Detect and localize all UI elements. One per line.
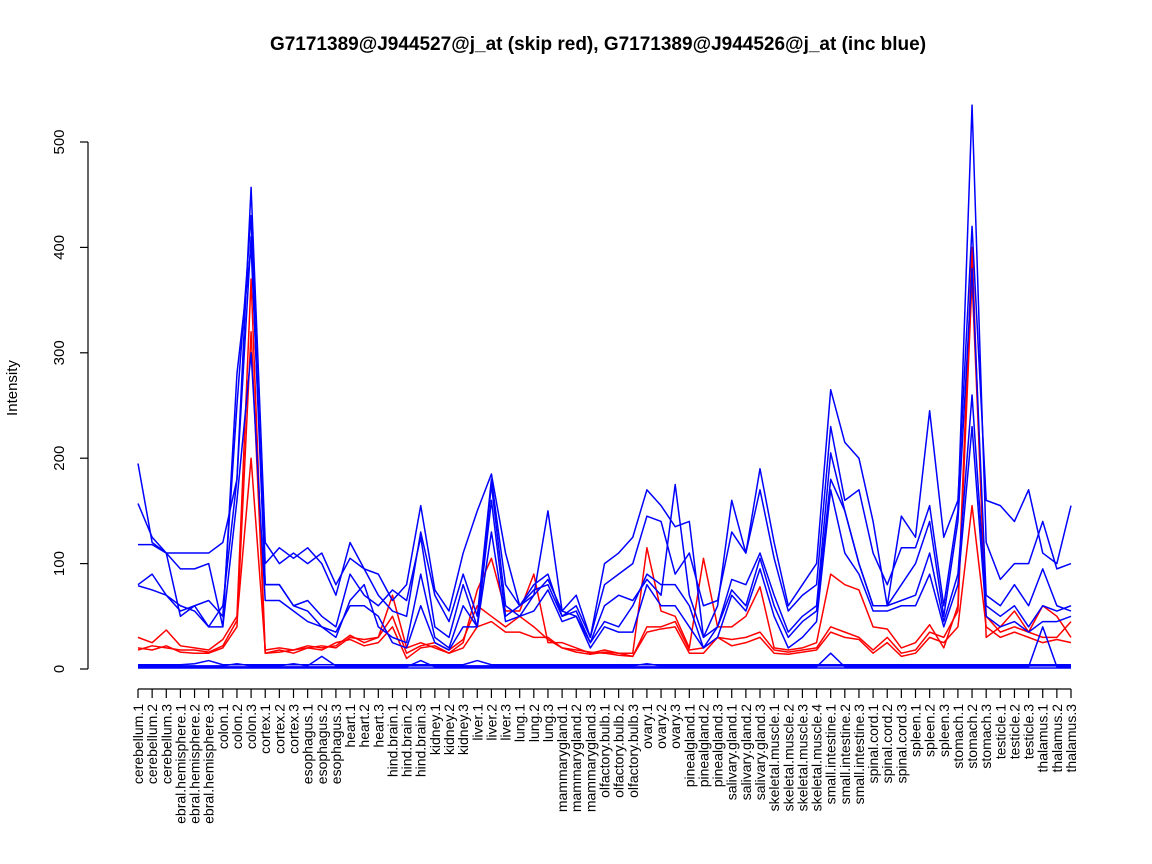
x-tick-label: cortex.1 [257, 704, 273, 754]
x-tick-label: kidney.2 [441, 704, 457, 755]
series-line-1 [137, 246, 1072, 654]
x-tick-label: mammarygland.3 [582, 704, 598, 812]
x-tick-label: ebral.hemisphere.2 [187, 704, 203, 824]
x-tick-label: olfactory.bulb.3 [625, 704, 641, 798]
x-tick-label: ebral.hemisphere.3 [201, 704, 217, 824]
x-tick-label: spleen.3 [936, 704, 952, 757]
x-tick-label: liver.1 [469, 704, 485, 741]
x-axis: cerebellum.1cerebellum.2cerebellum.3ebra… [130, 688, 1079, 824]
y-tick-label: 400 [51, 235, 68, 260]
x-tick-label: colon.2 [229, 704, 245, 749]
series-line-5 [137, 104, 1072, 639]
x-tick-label: thalamus.3 [1063, 704, 1079, 773]
x-tick-label: kidney.3 [455, 704, 471, 755]
x-tick-label: heart.3 [370, 704, 386, 748]
x-tick-label: ovary.3 [667, 704, 683, 749]
x-tick-label: stomach.2 [964, 704, 980, 769]
x-tick-label: esophagus.1 [300, 704, 316, 784]
x-tick-label: liver.3 [498, 704, 514, 741]
y-tick-label: 100 [51, 551, 68, 576]
series-line-4 [137, 186, 1072, 639]
x-tick-label: spinal.cord.3 [893, 704, 909, 784]
x-tick-label: ovary.2 [653, 704, 669, 749]
x-tick-label: hind.brain.3 [413, 704, 429, 777]
x-tick-label: spinal.cord.1 [865, 704, 881, 784]
x-tick-label: testicle.1 [992, 704, 1008, 759]
series-line-11 [138, 659, 1071, 666]
x-tick-label: skeletal.muscle.4 [809, 704, 825, 812]
x-tick-label: salivary.gland.2 [738, 704, 754, 800]
x-tick-label: heart.1 [342, 704, 358, 748]
y-tick-label: 300 [51, 340, 68, 365]
x-tick-label: colon.1 [215, 704, 231, 749]
x-tick-label: spleen.2 [922, 704, 938, 757]
plot-area [137, 104, 1072, 669]
x-tick-label: lung.1 [512, 704, 528, 742]
x-tick-label: cortex.2 [271, 704, 287, 754]
chart-title: G7171389@J944527@j_at (skip red), G71713… [270, 34, 926, 55]
x-tick-label: esophagus.3 [328, 704, 344, 784]
x-tick-label: cortex.3 [286, 704, 302, 754]
y-tick-label: 500 [51, 129, 68, 154]
x-tick-label: testicle.3 [1021, 704, 1037, 759]
series-line-9 [138, 655, 1071, 667]
x-tick-label: lung.2 [526, 704, 542, 742]
x-tick-label: stomach.3 [978, 704, 994, 769]
x-tick-label: stomach.1 [950, 704, 966, 769]
x-tick-label: olfactory.bulb.2 [611, 704, 627, 798]
x-tick-label: mammarygland.1 [554, 704, 570, 812]
x-tick-label: skeletal.muscle.2 [780, 704, 796, 812]
x-tick-label: hind.brain.1 [384, 704, 400, 777]
series-line-7 [138, 236, 1072, 649]
x-tick-label: pinealgland.2 [695, 704, 711, 788]
y-tick-label: 200 [51, 446, 68, 471]
x-tick-label: pinealgland.1 [681, 704, 697, 788]
x-tick-label: thalamus.1 [1035, 704, 1051, 773]
x-tick-label: liver.2 [483, 704, 499, 741]
x-tick-label: esophagus.2 [314, 704, 330, 784]
x-tick-label: cerebellum.3 [158, 704, 174, 784]
x-tick-label: mammarygland.2 [568, 704, 584, 812]
y-axis: 0 100 200 300 400 500 [51, 129, 89, 673]
series-line-3 [137, 330, 1072, 660]
y-axis-label: Intensity [4, 360, 21, 416]
x-tick-label: small.intestine.3 [851, 704, 867, 805]
x-tick-label: cerebellum.2 [144, 704, 160, 784]
x-tick-label: hind.brain.2 [399, 704, 415, 777]
x-tick-label: heart.2 [356, 704, 372, 748]
x-tick-label: salivary.gland.1 [724, 704, 740, 800]
x-tick-label: small.intestine.2 [837, 704, 853, 805]
y-tick-label: 0 [51, 665, 68, 673]
series-line-10 [138, 626, 1071, 668]
x-tick-label: spleen.1 [908, 704, 924, 757]
x-tick-label: small.intestine.1 [823, 704, 839, 805]
series-line-8 [137, 352, 1072, 651]
x-tick-label: testicle.2 [1006, 704, 1022, 759]
x-tick-label: lung.3 [540, 704, 556, 742]
x-tick-label: pinealgland.3 [710, 704, 726, 788]
x-tick-label: spinal.cord.2 [879, 704, 895, 784]
x-tick-label: olfactory.bulb.1 [597, 704, 613, 798]
x-tick-label: salivary.gland.3 [752, 704, 768, 800]
x-tick-label: ebral.hemisphere.1 [172, 704, 188, 824]
x-tick-label: colon.3 [243, 704, 259, 749]
x-tick-label: cerebellum.1 [130, 704, 146, 784]
x-tick-label: skeletal.muscle.3 [794, 704, 810, 812]
x-tick-label: skeletal.muscle.1 [766, 704, 782, 812]
x-tick-label: kidney.1 [427, 704, 443, 755]
x-tick-label: thalamus.2 [1049, 704, 1065, 773]
x-tick-label: ovary.1 [639, 704, 655, 749]
